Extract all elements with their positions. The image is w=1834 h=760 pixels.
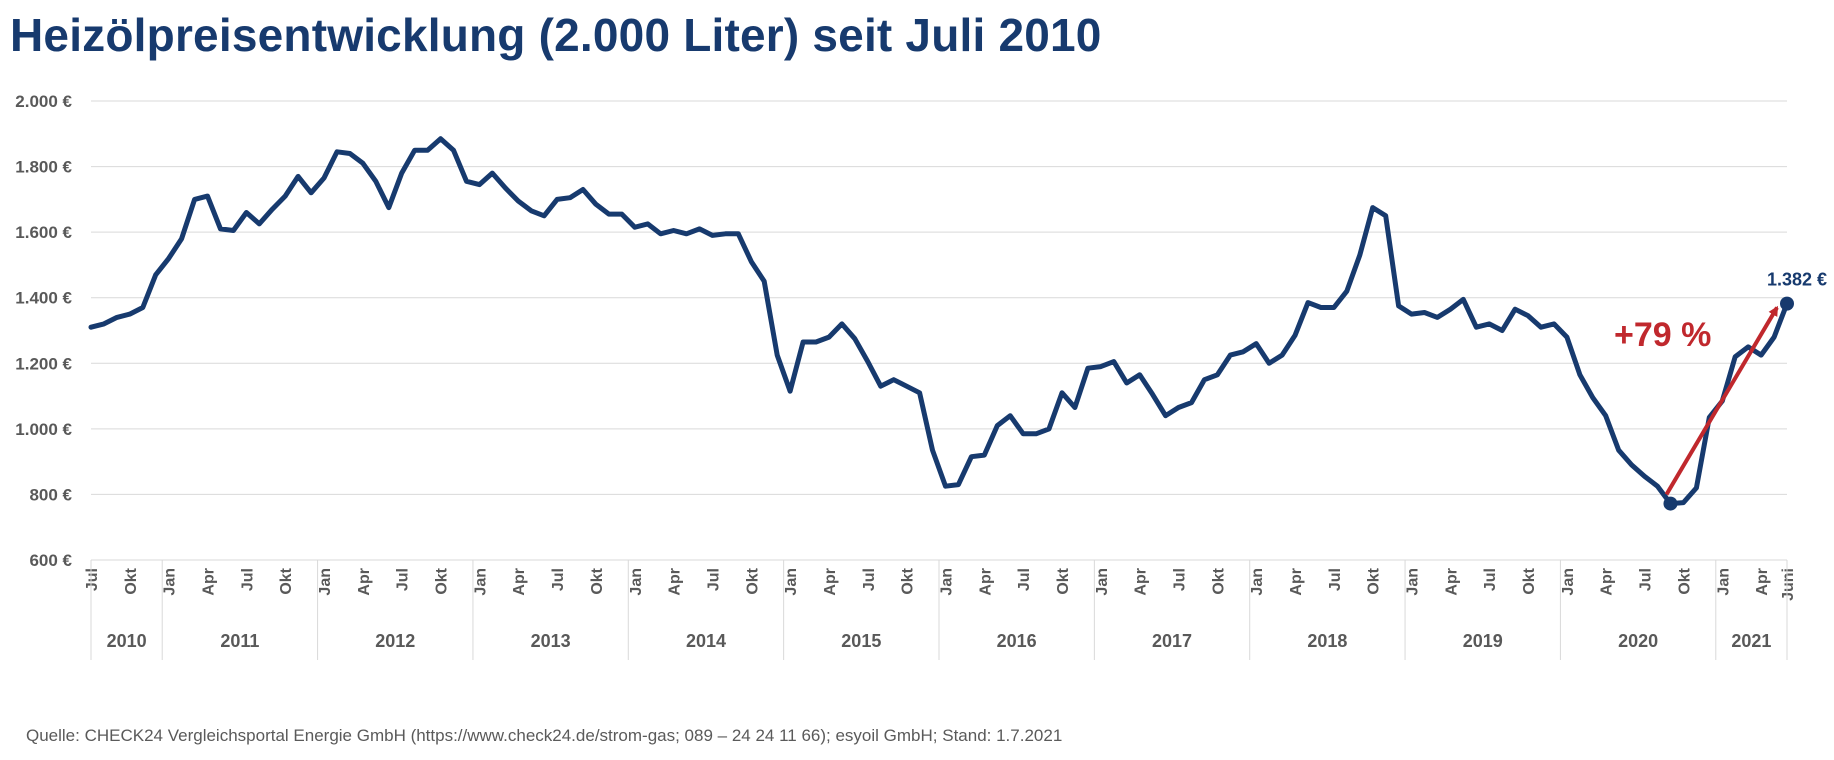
x-tick-label-year: 2014 — [686, 631, 726, 651]
y-tick-label: 1.800 € — [15, 158, 72, 177]
change-percent-label: +79 % — [1614, 316, 1711, 354]
chart-title: Heizölpreisentwicklung (2.000 Liter) sei… — [10, 9, 1102, 61]
end-value-label: 1.382 € — [1767, 270, 1827, 290]
annotations-layer: 1.382 € +79 % — [1614, 270, 1827, 511]
x-tick-label-month: Jul — [1327, 568, 1344, 591]
x-tick-label-month: Jan — [472, 568, 489, 596]
x-tick-label-month: Apr — [1599, 568, 1616, 596]
y-tick-label: 1.000 € — [15, 420, 72, 439]
x-tick-label-month: Juni — [1780, 568, 1797, 601]
series-line — [88, 136, 1790, 507]
data-point-marker — [1780, 296, 1794, 311]
x-tick-label-month: Jan — [1560, 568, 1577, 596]
x-tick-label-year: 2012 — [375, 631, 415, 651]
grid-lines — [91, 100, 1787, 561]
x-tick-label-month: Jul — [1482, 568, 1499, 591]
x-tick-label-month: Okt — [589, 567, 606, 594]
series-layer — [88, 136, 1790, 507]
x-tick-label-year: 2013 — [531, 631, 571, 651]
x-tick-label-month: Okt — [1055, 567, 1072, 594]
x-tick-label-year: 2021 — [1731, 631, 1771, 651]
x-tick-label-month: Apr — [356, 568, 373, 596]
x-tick-label-year: 2015 — [841, 631, 881, 651]
x-tick-label-year: 2018 — [1307, 631, 1347, 651]
x-tick-label-month: Apr — [822, 568, 839, 596]
x-tick-label-month: Okt — [123, 567, 140, 594]
x-tick-label-month: Jan — [317, 568, 334, 596]
x-tick-label-month: Jan — [162, 568, 179, 596]
x-axis: Jul Okt Jan Apr Jul Okt Jan Apr Jul Okt Jan Apr Jul O… — [84, 560, 1797, 660]
source-note: Quelle: CHECK24 Vergleichsportal Energie… — [26, 726, 1063, 745]
x-tick-label-month: Jul — [84, 568, 101, 591]
x-tick-label-month: Jan — [1405, 568, 1422, 596]
x-tick-label-month: Okt — [900, 567, 917, 594]
x-tick-label-month: Apr — [977, 568, 994, 596]
x-tick-label-month: Okt — [744, 567, 761, 594]
y-tick-label: 1.600 € — [15, 223, 72, 242]
x-tick-label-month: Jan — [1094, 568, 1111, 596]
x-tick-label-month: Apr — [511, 568, 528, 596]
data-point-marker — [1663, 496, 1678, 511]
x-tick-label-year: 2019 — [1463, 631, 1503, 651]
x-tick-label-month: Jul — [1172, 568, 1189, 591]
x-tick-label-month: Okt — [1366, 567, 1383, 594]
x-tick-label-month: Okt — [1676, 567, 1693, 594]
x-tick-label-month: Jan — [628, 568, 645, 596]
x-tick-label-year: 2016 — [997, 631, 1037, 651]
y-tick-label: 1.400 € — [15, 289, 72, 308]
line-chart: 600 € 800 € 1.000 € 1.200 € 1.400 € 1.600 € 1.… — [15, 92, 1827, 660]
x-tick-label-month: Jul — [550, 568, 567, 591]
x-tick-label-month: Apr — [667, 568, 684, 596]
x-tick-label-month: Jan — [1249, 568, 1266, 596]
y-tick-label: 1.200 € — [15, 354, 72, 373]
y-axis-labels: 600 € 800 € 1.000 € 1.200 € 1.400 € 1.600 € 1.… — [15, 92, 72, 570]
y-tick-label: 800 € — [29, 485, 72, 504]
x-tick-label-month: Jul — [705, 568, 722, 591]
x-tick-label-month: Okt — [434, 567, 451, 594]
x-tick-label-month: Jul — [395, 568, 412, 591]
x-tick-label-month: Jan — [1715, 568, 1732, 596]
x-tick-label-month: Okt — [1210, 567, 1227, 594]
x-tick-label-month: Apr — [1133, 568, 1150, 596]
x-tick-label-month: Jan — [938, 568, 955, 596]
x-tick-label-year: 2017 — [1152, 631, 1192, 651]
x-tick-label-year: 2010 — [107, 631, 147, 651]
x-tick-label-month: Jul — [861, 568, 878, 591]
x-tick-label-month: Jul — [1638, 568, 1655, 591]
x-tick-label-month: Jan — [783, 568, 800, 596]
increase-arrow — [1664, 305, 1779, 496]
x-tick-label-month: Jul — [1016, 568, 1033, 591]
x-tick-label-month: Okt — [278, 567, 295, 594]
y-tick-label: 2.000 € — [15, 92, 72, 111]
x-tick-label-month: Apr — [1443, 568, 1460, 596]
x-tick-label-month: Jul — [239, 568, 256, 591]
x-tick-label-month: Apr — [1754, 568, 1771, 596]
x-tick-label-year: 2011 — [220, 631, 259, 651]
x-tick-label-month: Okt — [1521, 567, 1538, 594]
y-tick-label: 600 € — [29, 551, 72, 570]
x-tick-label-month: Apr — [201, 568, 218, 596]
x-tick-label-month: Apr — [1288, 568, 1305, 596]
x-tick-label-year: 2020 — [1618, 631, 1658, 651]
